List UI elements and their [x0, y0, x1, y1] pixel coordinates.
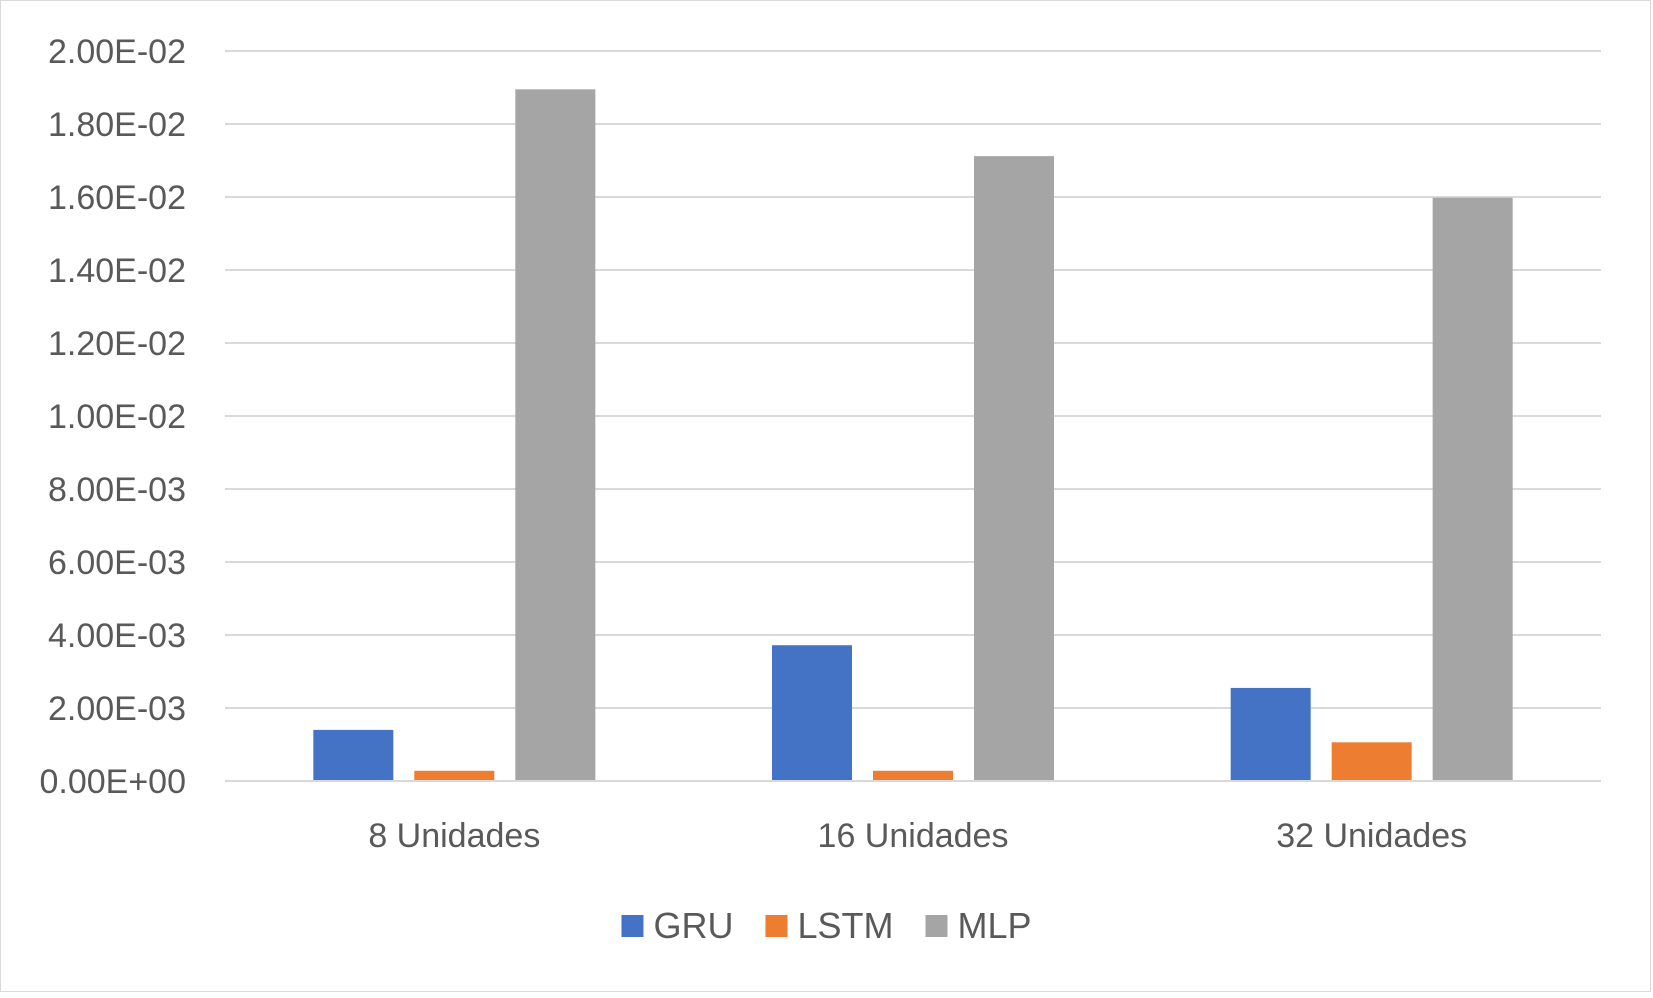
- x-axis-tick-labels: 8 Unidades 16 Unidades 32 Unidades: [368, 817, 1467, 855]
- bar-lstm-2: [1331, 742, 1412, 781]
- legend-swatch-gru: [621, 915, 644, 937]
- y-tick-label: 6.00E-03: [48, 544, 186, 582]
- bar-mlp-0: [515, 89, 596, 781]
- bar-mlp-2: [1432, 197, 1513, 782]
- y-tick-label: 1.60E-02: [48, 179, 186, 217]
- y-tick-label: 2.00E-03: [48, 690, 186, 728]
- legend-label: GRU: [653, 905, 733, 946]
- bar-mlp-1: [974, 156, 1054, 781]
- y-tick-label: 1.00E-02: [48, 398, 186, 436]
- legend-swatch-lstm: [765, 915, 788, 937]
- y-tick-label: 8.00E-03: [48, 471, 186, 509]
- bar-lstm-1: [873, 770, 953, 781]
- x-tick-label: 16 Unidades: [818, 817, 1009, 855]
- legend-swatch-mlp: [925, 915, 948, 937]
- y-tick-label: 4.00E-03: [48, 617, 186, 655]
- y-tick-label: 1.40E-02: [48, 252, 186, 290]
- y-tick-label: 1.80E-02: [48, 106, 186, 144]
- legend: GRU LSTM MLP: [621, 905, 1032, 946]
- y-tick-label: 1.20E-02: [48, 325, 186, 363]
- x-tick-label: 8 Unidades: [368, 817, 540, 855]
- bar-lstm-0: [414, 770, 495, 781]
- bar-gru-1: [772, 645, 852, 781]
- bars: [313, 89, 1513, 782]
- bar-gru-2: [1230, 687, 1311, 781]
- legend-label: LSTM: [797, 905, 893, 946]
- x-tick-label: 32 Unidades: [1276, 817, 1467, 855]
- gridlines: [225, 50, 1601, 709]
- y-axis-tick-labels: 0.00E+00 2.00E-03 4.00E-03 6.00E-03 8.00E-03…: [39, 33, 186, 801]
- y-tick-label: 0.00E+00: [39, 763, 186, 801]
- bar-gru-0: [313, 729, 394, 781]
- legend-label: MLP: [957, 905, 1031, 946]
- y-tick-label: 2.00E-02: [48, 33, 186, 71]
